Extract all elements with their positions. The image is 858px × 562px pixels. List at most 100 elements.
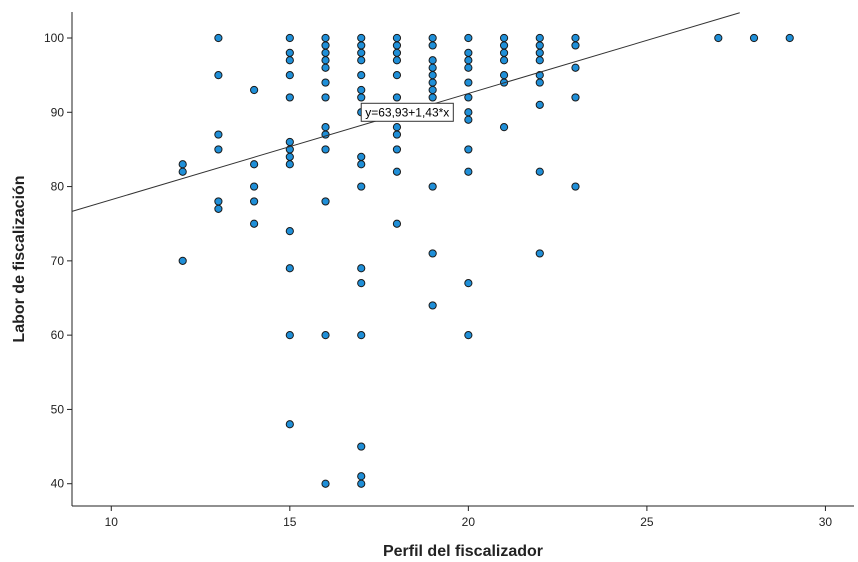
data-point [499,56,509,65]
data-point [428,56,437,65]
data-point [357,472,366,481]
data-point [571,63,580,72]
data-point [535,48,544,57]
data-point [392,41,402,50]
data-point [392,71,402,80]
data-point [357,41,366,50]
data-point [785,33,794,43]
fit-line-annotation: y=63,93+1,43*x [360,102,454,122]
data-point [535,56,544,65]
data-point [357,182,366,191]
data-point [357,264,366,273]
data-point [464,331,473,340]
data-point [357,48,366,57]
data-point [357,93,366,102]
points-layer [178,33,794,488]
data-point [285,33,294,43]
data-point [535,249,544,258]
data-point [392,33,402,43]
data-point [321,479,330,488]
data-point [357,442,366,451]
y-tick-label: 40 [51,477,65,491]
y-tick-label: 90 [51,105,65,119]
x-tick-label: 25 [640,515,654,529]
data-point [464,279,473,288]
data-point [464,145,473,154]
data-point [357,160,366,169]
data-point [285,137,294,147]
data-point [214,130,223,139]
data-point [392,167,402,176]
data-point [749,33,759,43]
data-point [321,145,330,154]
x-tick-label: 15 [283,515,297,529]
data-point [571,93,580,102]
data-point [428,182,437,191]
data-point [214,145,223,154]
data-point [392,219,402,228]
data-point [428,301,437,310]
data-point [285,71,294,80]
data-point [357,152,366,161]
data-point [250,197,259,206]
data-point [285,420,294,429]
data-point [357,56,366,65]
fit-line-label-box [360,102,454,122]
data-point [464,48,473,57]
data-point [321,63,330,72]
x-tick-label: 10 [105,515,119,529]
y-axis-title: Labor de fiscalización [11,175,28,342]
data-point [499,33,509,43]
data-point [178,160,187,169]
data-point [428,78,437,87]
data-point [321,93,330,102]
data-point [535,167,544,176]
data-point [392,48,402,57]
data-point [178,167,187,176]
data-point [285,331,294,340]
data-point [535,33,544,43]
x-ticks: 10 15 20 25 30 [105,506,832,529]
data-point [285,56,294,65]
data-point [321,56,330,65]
data-point [357,71,366,80]
data-point [571,182,580,191]
data-point [428,41,437,50]
data-point [428,63,437,72]
data-point [285,48,294,57]
data-point [321,41,330,50]
data-point [321,48,330,57]
data-point [214,71,223,80]
data-point [464,115,473,124]
x-tick-label: 20 [462,515,476,529]
data-point [321,123,330,132]
data-point [357,85,366,95]
y-tick-label: 80 [51,180,65,194]
data-point [285,264,294,273]
data-point [464,167,473,176]
data-point [464,56,473,65]
data-point [250,219,259,228]
data-point [357,279,366,288]
data-point [392,130,402,139]
data-point [285,93,294,102]
fit-line-label: y=63,93+1,43*x [365,105,449,119]
data-point [714,33,723,43]
data-point [321,78,330,87]
data-point [285,227,294,236]
data-point [285,152,294,161]
data-point [321,331,330,340]
data-point [357,331,366,340]
data-point [464,33,473,43]
data-point [464,63,473,72]
data-point [392,123,402,132]
data-point [499,71,509,80]
data-point [428,249,437,258]
data-point [250,85,259,95]
data-point [535,41,544,50]
data-point [428,93,437,102]
y-tick-label: 70 [51,254,65,268]
data-point [464,93,473,102]
data-point [464,108,473,117]
